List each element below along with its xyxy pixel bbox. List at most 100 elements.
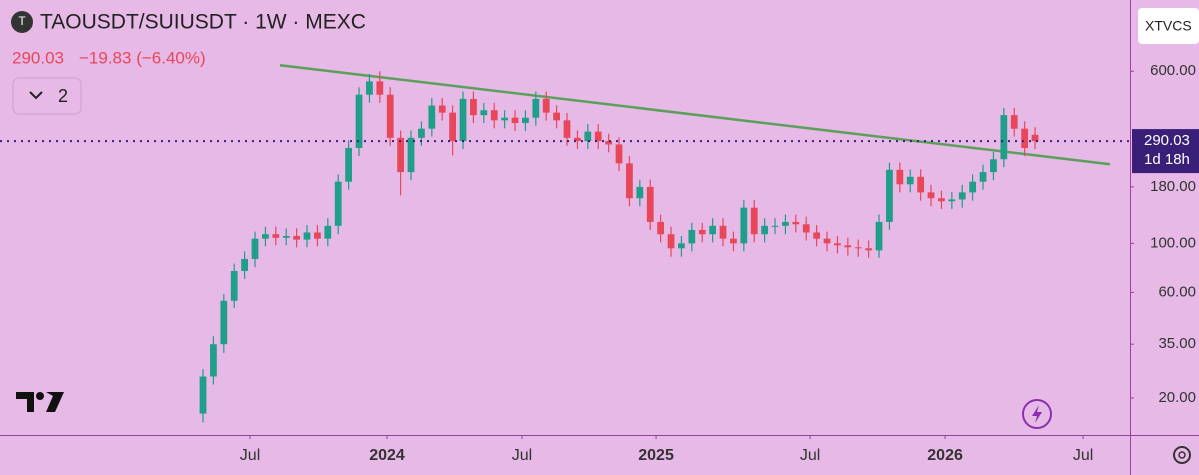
candle-body: [740, 207, 748, 244]
symbol-logo-letter: T: [18, 14, 26, 28]
logo-part: [46, 392, 64, 412]
candle-body: [449, 112, 457, 142]
candle-body: [1031, 134, 1039, 142]
y-tick-label: 600.00: [1150, 62, 1196, 79]
candle-body: [1000, 115, 1008, 160]
candle-body: [948, 199, 956, 202]
y-tick-label: 20.00: [1158, 389, 1196, 406]
candle-body: [199, 376, 207, 414]
candle-body: [594, 131, 602, 142]
candle-body: [511, 117, 519, 124]
x-tick-label: Jul: [800, 447, 820, 464]
candle-body: [324, 225, 332, 239]
candle-body: [719, 225, 727, 239]
last-price-tag: [1132, 129, 1199, 174]
x-tick-label: 2025: [638, 447, 674, 464]
candle-body: [958, 192, 966, 200]
candle-body: [834, 243, 841, 246]
logo-part: [16, 392, 34, 412]
chart-title: TAOUSDT/SUIUSDT · 1W · MEXC: [40, 11, 366, 34]
y-tick-label: 35.00: [1158, 335, 1196, 352]
last-price-label: 290.03: [1144, 132, 1190, 149]
candle-body: [272, 234, 280, 238]
x-tick-label: Jul: [240, 447, 260, 464]
candle-body: [553, 112, 561, 121]
candle-body: [615, 144, 623, 164]
candle-body: [542, 98, 550, 113]
candle-body: [802, 224, 810, 233]
candle-body: [823, 238, 831, 244]
symbol-tag: XTVCS: [1145, 18, 1192, 34]
candle-body: [574, 137, 581, 142]
x-tick-label: 2026: [927, 447, 963, 464]
candle-body: [927, 192, 935, 199]
settings-button[interactable]: [1173, 446, 1191, 464]
trendline: [279, 63, 1111, 166]
y-tick-label: 60.00: [1158, 283, 1196, 300]
candle-body: [470, 98, 477, 116]
candle-body: [938, 198, 945, 202]
candle-body: [688, 229, 696, 244]
candle-body: [241, 258, 248, 271]
candle-body: [397, 137, 405, 173]
candle-body: [563, 120, 571, 138]
candle-body: [646, 186, 654, 222]
candle-body: [334, 181, 342, 226]
candle-body: [584, 131, 592, 142]
countdown-label: 1d 18h: [1144, 151, 1190, 168]
candle-body: [314, 232, 321, 239]
candle-body: [522, 117, 529, 124]
candle-body: [782, 221, 789, 226]
candle-body: [407, 137, 415, 173]
candle-body: [210, 344, 217, 377]
candle-body: [438, 105, 446, 113]
candle-body: [990, 159, 997, 173]
candle-body: [896, 169, 904, 185]
candle-body: [730, 238, 737, 244]
candle-body: [345, 147, 353, 182]
candle-body: [657, 221, 665, 235]
header-change: −19.83 (−6.40%): [79, 48, 206, 67]
candle-body: [1010, 115, 1018, 129]
logo-part: [36, 392, 44, 400]
x-tick-label: Jul: [512, 447, 532, 464]
candle-body: [480, 110, 488, 116]
candle-body: [792, 221, 800, 225]
candle-body: [865, 248, 873, 251]
candle-body: [917, 176, 925, 193]
candle-body: [813, 232, 821, 239]
candle-body: [220, 300, 228, 345]
candle-body: [251, 238, 259, 259]
indicator-toggle[interactable]: [12, 77, 82, 115]
candle-body: [844, 245, 852, 248]
candle-body: [532, 98, 540, 118]
candle-body: [1021, 128, 1029, 148]
candle-body: [678, 243, 685, 249]
candle-body: [709, 225, 717, 235]
candle-body: [366, 81, 373, 95]
candle-body: [875, 221, 883, 251]
x-tick-label: 2024: [369, 447, 405, 464]
lightning-icon: [1032, 405, 1042, 423]
x-tick-label: Jul: [1073, 447, 1093, 464]
candle-body: [667, 234, 675, 249]
candle-body: [750, 207, 758, 235]
candle-body: [303, 232, 311, 240]
candle-body: [262, 234, 269, 239]
y-tick-label: 100.00: [1150, 234, 1196, 251]
indicator-count: 2: [58, 86, 68, 106]
header-price: 290.03: [12, 48, 64, 67]
candle-body: [979, 172, 987, 182]
candle-body: [636, 186, 644, 199]
plot-area: [0, 63, 1130, 423]
candle-body: [626, 163, 633, 199]
chevron-icon: [29, 91, 43, 100]
candle-body: [386, 94, 394, 138]
candle-body: [771, 225, 779, 227]
candle-body: [376, 81, 384, 95]
candle-body: [854, 247, 862, 249]
symbol-logo: [11, 11, 33, 33]
candle-body: [428, 105, 436, 129]
